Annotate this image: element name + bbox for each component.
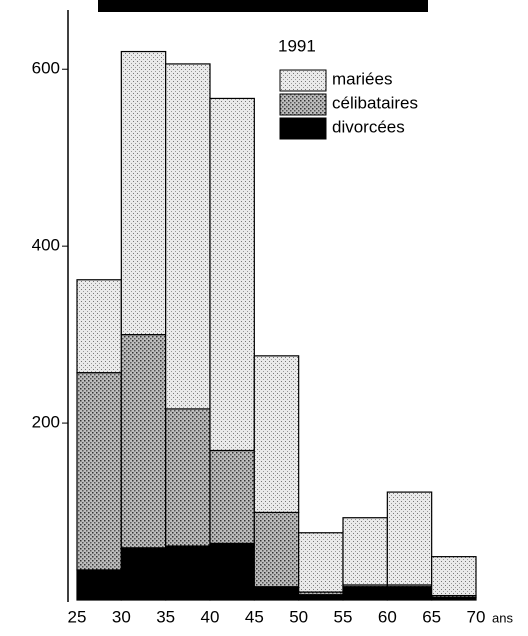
bar-segment bbox=[253, 586, 300, 601]
bar-segment bbox=[298, 594, 344, 601]
bar-segment bbox=[431, 556, 477, 597]
bar-segment bbox=[165, 545, 211, 601]
x-tick-label: 30 bbox=[112, 607, 131, 626]
x-tick-label: 65 bbox=[422, 607, 441, 626]
bar-segment bbox=[165, 408, 211, 547]
x-tick-label: 55 bbox=[334, 607, 353, 626]
bar-segment bbox=[253, 355, 300, 514]
bar-segment bbox=[76, 279, 122, 374]
bar-segment bbox=[298, 532, 344, 593]
bar-segment bbox=[253, 511, 300, 588]
annotation: 1991 bbox=[278, 36, 316, 55]
x-tick-label: 35 bbox=[156, 607, 175, 626]
bar-segment bbox=[386, 586, 433, 601]
bar-segment bbox=[120, 547, 167, 601]
legend-swatch bbox=[279, 93, 327, 116]
legend-swatch bbox=[279, 69, 327, 92]
x-tick-label: 45 bbox=[245, 607, 264, 626]
y-tick-label: 400 bbox=[32, 236, 60, 255]
x-tick-label: 50 bbox=[289, 607, 308, 626]
x-tick-label: 40 bbox=[201, 607, 220, 626]
x-tick-label: 70 bbox=[467, 607, 486, 626]
bar-segment bbox=[120, 50, 167, 336]
y-tick-label: 200 bbox=[32, 413, 60, 432]
x-axis-label: ans bbox=[492, 610, 513, 625]
x-tick-label: 25 bbox=[68, 607, 87, 626]
y-tick-label: 600 bbox=[32, 59, 60, 78]
bar-segment bbox=[342, 517, 388, 586]
legend-label: célibataires bbox=[332, 93, 418, 112]
title-bar bbox=[98, 0, 428, 12]
bar-segment bbox=[209, 97, 255, 452]
bar-segment bbox=[209, 542, 255, 601]
legend-swatch bbox=[279, 117, 327, 140]
bar-segment bbox=[76, 569, 122, 601]
bar-segment bbox=[209, 449, 255, 544]
bar-segment bbox=[386, 491, 433, 586]
legend-label: divorcées bbox=[332, 117, 405, 136]
x-tick-label: 60 bbox=[378, 607, 397, 626]
bar-segment bbox=[165, 63, 211, 410]
bar-segment bbox=[76, 372, 122, 571]
legend-label: mariées bbox=[332, 69, 392, 88]
bar-segment bbox=[342, 586, 388, 601]
bar-segment bbox=[120, 334, 167, 549]
